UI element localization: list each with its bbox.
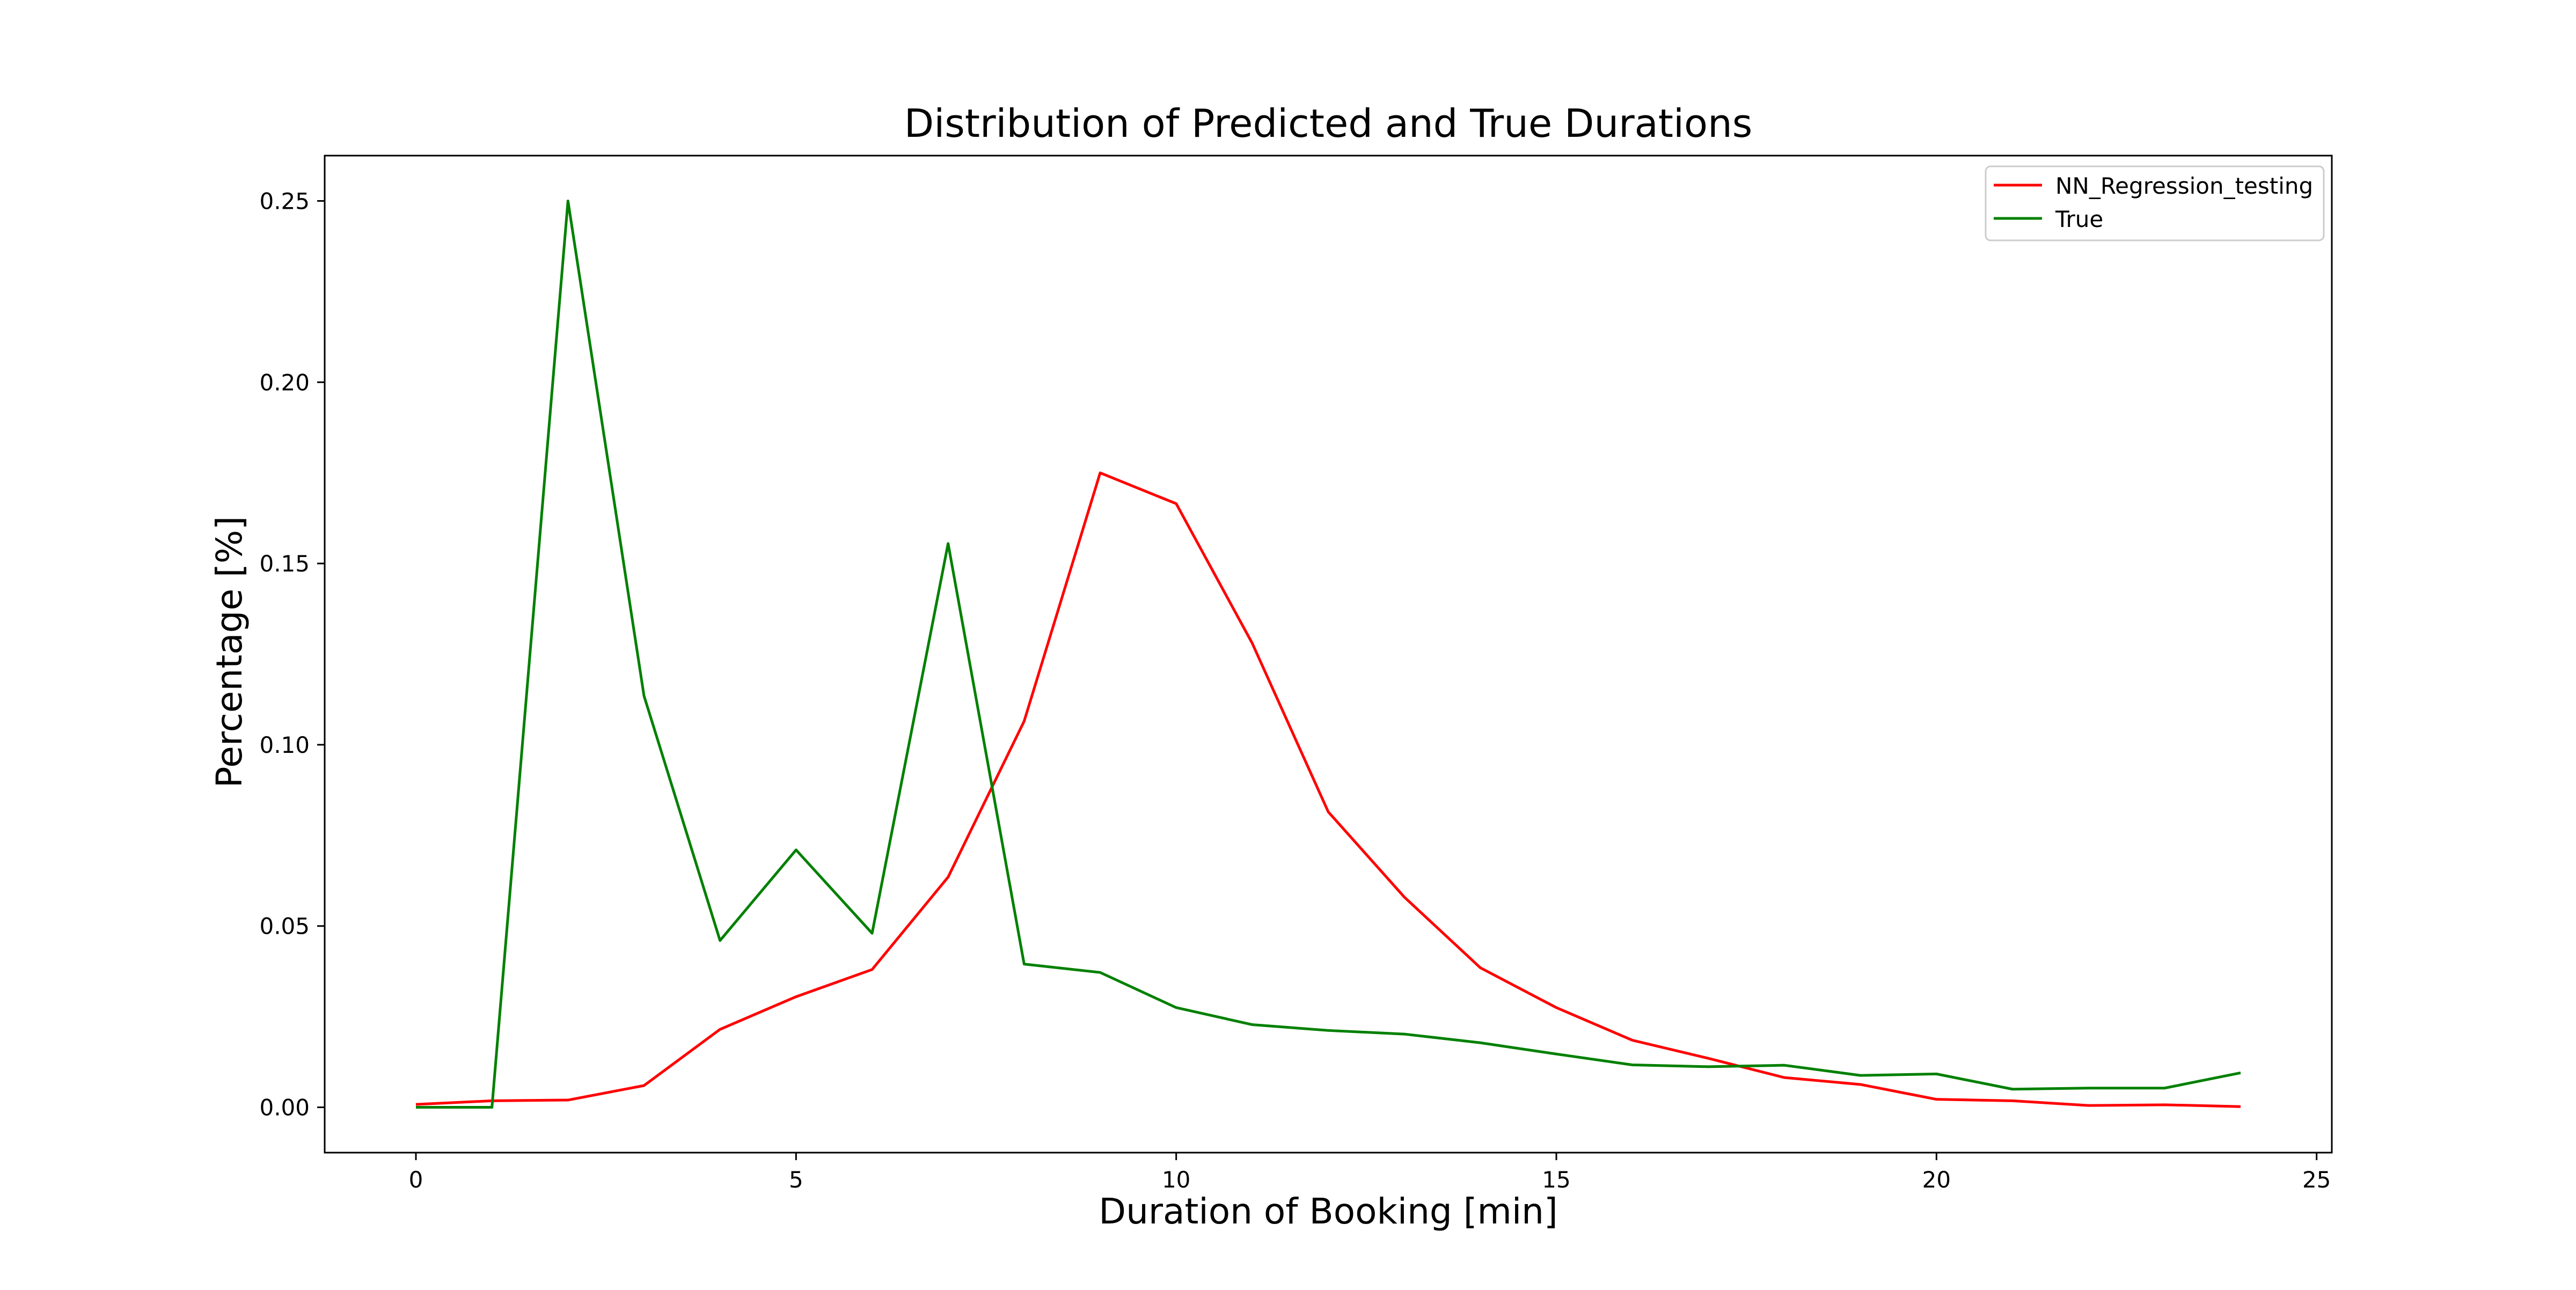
series-line-true	[416, 199, 2241, 1109]
plot-frame	[324, 155, 2333, 1154]
x-tick-label: 25	[2302, 1167, 2331, 1193]
x-tick-label: 20	[1922, 1167, 1951, 1193]
ticks-layer: 0 5 10 15 20 25 0.00 0.05 0.10 0.15 0.20 0.25	[259, 188, 2331, 1193]
y-tick-label: 0.05	[259, 913, 310, 940]
x-tick-label: 5	[789, 1167, 803, 1193]
legend: NN_Regression_testing True	[1985, 165, 2325, 241]
legend-label-nn-regression: NN_Regression_testing	[2055, 173, 2313, 199]
chart-title: Distribution of Predicted and True Durat…	[904, 101, 1752, 146]
legend-box	[1985, 165, 2325, 241]
x-tick-label: 0	[409, 1167, 423, 1193]
series-line-nn-regression-testing	[415, 471, 2241, 1108]
y-tick-label: 0.25	[259, 188, 310, 214]
y-tick-label: 0.00	[259, 1095, 310, 1121]
y-tick-label: 0.20	[259, 369, 310, 395]
y-axis-label: Percentage [%]	[209, 516, 250, 788]
x-tick-label: 15	[1542, 1167, 1570, 1193]
x-axis-label: Duration of Booking [min]	[1099, 1191, 1558, 1232]
x-tick-label: 10	[1162, 1167, 1190, 1193]
series-layer	[415, 199, 2241, 1109]
legend-label-true: True	[2055, 206, 2103, 232]
y-tick-label: 0.15	[259, 551, 310, 577]
y-tick-label: 0.10	[259, 732, 310, 758]
